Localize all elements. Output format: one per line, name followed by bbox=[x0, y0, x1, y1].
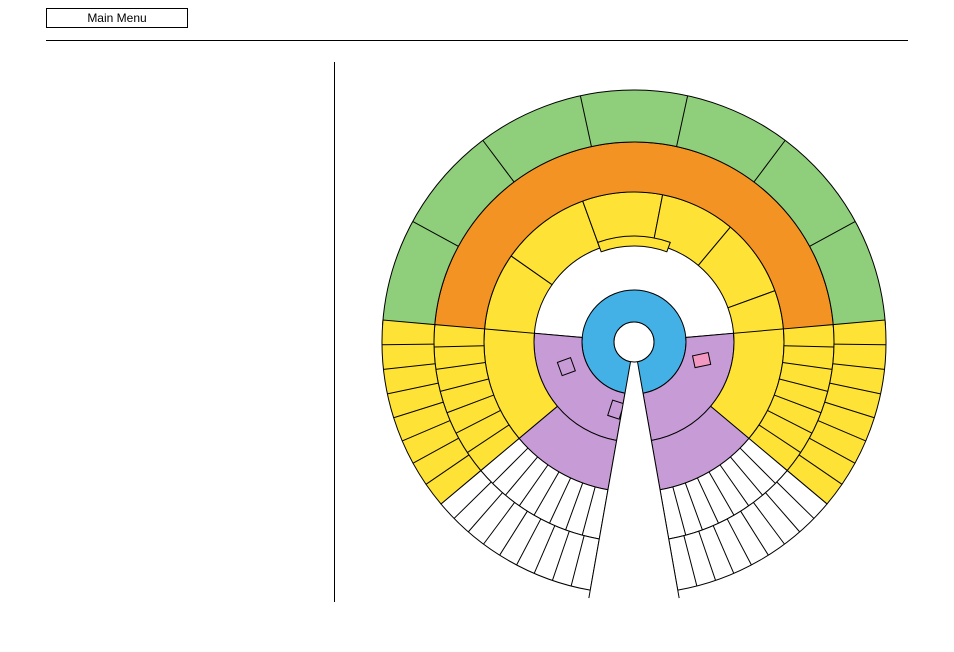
main-menu-button[interactable]: Main Menu bbox=[46, 8, 188, 28]
sunburst-chart bbox=[334, 62, 954, 607]
header-rule bbox=[46, 40, 908, 41]
sunburst-svg bbox=[334, 62, 954, 602]
